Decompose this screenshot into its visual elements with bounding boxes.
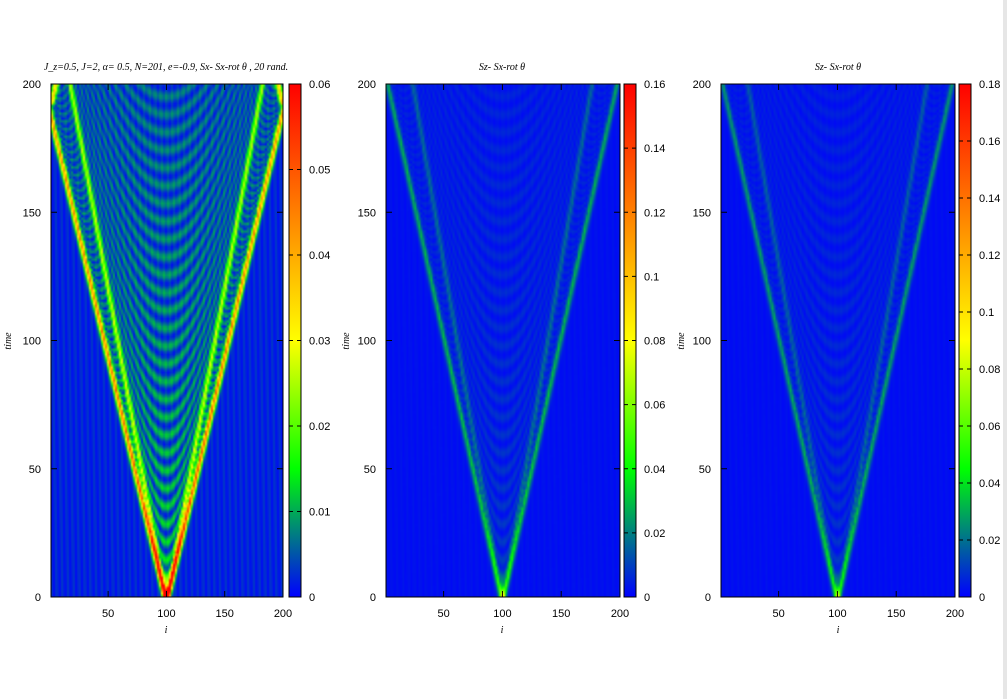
y-tick-label: 100	[23, 336, 41, 348]
panel-1: J_z=0.5, J=2, α= 0.5, N=201, e=-0.9, Sx-…	[3, 62, 330, 636]
y-tick-label: 50	[29, 464, 41, 476]
colorbar-tick-label: 0.1	[644, 271, 659, 283]
panel-3-title: Sz- Sx-rot θ	[815, 62, 861, 73]
y-tick-label: 150	[23, 207, 41, 219]
colorbar-tick-label: 0	[979, 592, 985, 604]
colorbar-tick-label: 0.14	[979, 193, 1000, 205]
x-tick-label: 100	[157, 608, 175, 620]
panel-2: Sz- Sx-rot θ 50 100 150 200 0 50 100 150 200 i t…	[341, 62, 665, 636]
panel-1-colorbar-ticks: 0 0.01 0.02 0.03 0.04 0.05 0.06	[289, 79, 330, 604]
panel-3-ylabel: time	[676, 332, 687, 350]
colorbar-tick-label: 0.16	[644, 79, 665, 91]
colorbar-tick-label: 0.16	[979, 136, 1000, 148]
panel-1-ylabel: time	[3, 332, 14, 350]
colorbar-tick-label: 0.12	[644, 207, 665, 219]
colorbar-tick-label: 0.06	[979, 421, 1000, 433]
y-tick-label: 150	[358, 207, 376, 219]
colorbar-tick-label: 0.02	[979, 535, 1000, 547]
y-tick-label: 150	[693, 207, 711, 219]
colorbar-tick-label: 0.05	[309, 165, 330, 177]
x-tick-label: 150	[887, 608, 905, 620]
colorbar-tick-label: 0.06	[309, 79, 330, 91]
y-tick-label: 100	[693, 336, 711, 348]
x-tick-label: 200	[611, 608, 629, 620]
x-tick-label: 200	[274, 608, 292, 620]
panel-2-colorbar-ticks: 0 0.02 0.04 0.06 0.08 0.1 0.12 0.14 0.16	[624, 79, 665, 604]
colorbar-tick-label: 0.06	[644, 400, 665, 412]
panel-2-xlabel: i	[501, 625, 504, 636]
panel-1-title: J_z=0.5, J=2, α= 0.5, N=201, e=-0.9, Sx-…	[44, 62, 288, 73]
colorbar-tick-label: 0	[644, 592, 650, 604]
colorbar-tick-label: 0.02	[309, 421, 330, 433]
colorbar-tick-label: 0.08	[979, 364, 1000, 376]
panel-2-ylabel: time	[341, 332, 352, 350]
y-tick-label: 100	[358, 336, 376, 348]
x-tick-label: 50	[437, 608, 449, 620]
x-tick-label: 100	[493, 608, 511, 620]
x-tick-label: 50	[772, 608, 784, 620]
x-tick-label: 100	[828, 608, 846, 620]
panel-3-colorbar-ticks: 0 0.02 0.04 0.06 0.08 0.1 0.12 0.14 0.16 0.18	[959, 79, 1000, 604]
colorbar-tick-label: 0.14	[644, 143, 665, 155]
colorbar-tick-label: 0.04	[979, 478, 1000, 490]
colorbar-tick-label: 0.18	[979, 79, 1000, 91]
panel-3-xlabel: i	[837, 625, 840, 636]
y-tick-label: 0	[370, 592, 376, 604]
panel-3-axes: 50 100 150 200 0 50 100 150 200	[693, 79, 965, 620]
colorbar-tick-label: 0.12	[979, 250, 1000, 262]
y-tick-label: 50	[699, 464, 711, 476]
colorbar-tick-label: 0.08	[644, 336, 665, 348]
y-tick-label: 200	[693, 79, 711, 91]
panel-2-axes: 50 100 150 200 0 50 100 150 200	[358, 79, 630, 620]
colorbar-tick-label: 0.01	[309, 507, 330, 519]
panel-1-heatmap	[51, 84, 283, 597]
colorbar-tick-label: 0	[309, 592, 315, 604]
panel-1-xlabel: i	[165, 625, 168, 636]
colorbar-tick-label: 0.04	[309, 250, 330, 262]
y-tick-label: 50	[364, 464, 376, 476]
x-tick-label: 150	[216, 608, 234, 620]
y-tick-label: 200	[23, 79, 41, 91]
panel-2-heatmap	[386, 84, 620, 597]
panel-1-axes: 50 100 150 200 0 50 100 150 200	[23, 79, 293, 620]
x-tick-label: 150	[552, 608, 570, 620]
panel-2-title: Sz- Sx-rot θ	[479, 62, 525, 73]
colorbar-tick-label: 0.03	[309, 336, 330, 348]
y-tick-label: 0	[705, 592, 711, 604]
colorbar-tick-label: 0.04	[644, 464, 665, 476]
x-tick-label: 200	[946, 608, 964, 620]
window-edge	[1003, 0, 1007, 699]
colorbar-tick-label: 0.02	[644, 528, 665, 540]
panel-3-colorbar	[958, 83, 972, 598]
y-tick-label: 0	[35, 592, 41, 604]
panel-3: Sz- Sx-rot θ 50 100 150 200 0 50 100 150 200 i t…	[676, 62, 1000, 636]
y-tick-label: 200	[358, 79, 376, 91]
x-tick-label: 50	[102, 608, 114, 620]
colorbar-tick-label: 0.1	[979, 307, 994, 319]
panel-3-heatmap	[721, 84, 955, 597]
